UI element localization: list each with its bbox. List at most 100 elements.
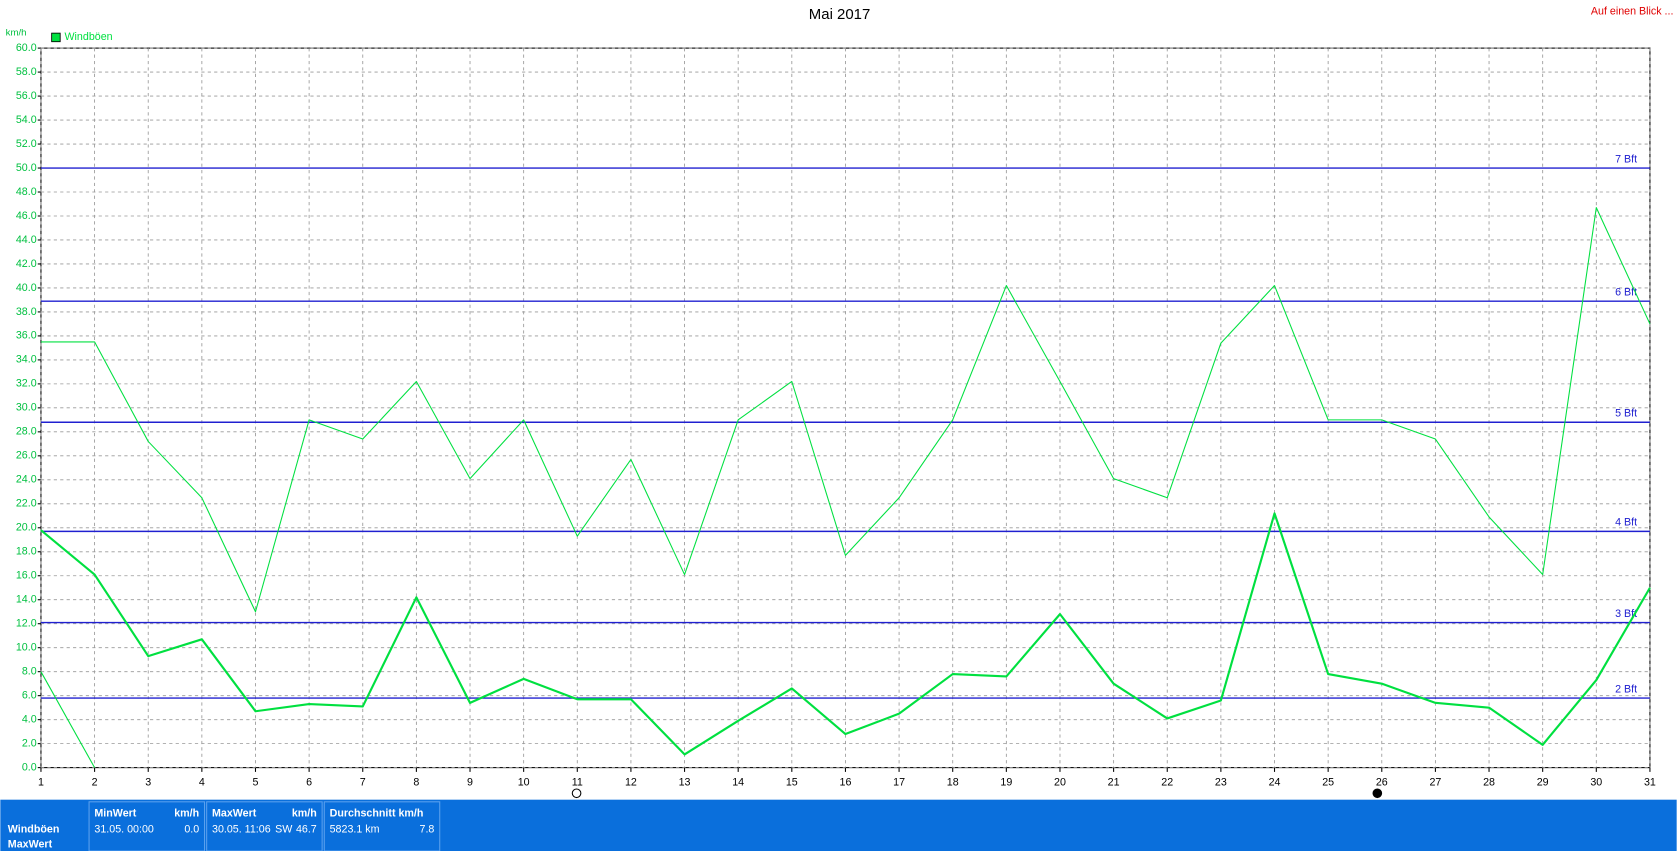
- legend-swatch: [51, 32, 61, 43]
- x-tick-label: 26: [1376, 776, 1388, 788]
- y-tick-label: 40.0: [16, 282, 37, 294]
- x-tick-label: 28: [1483, 776, 1495, 788]
- y-tick-label: 46.0: [16, 210, 37, 222]
- reference-label: 6 Bft: [1615, 286, 1637, 298]
- stats-header: MinWert: [94, 807, 136, 819]
- x-tick-label: 25: [1322, 776, 1334, 788]
- y-tick-label: 38.0: [16, 306, 37, 318]
- chart-title: Mai 2017: [809, 6, 871, 23]
- x-tick-label: 22: [1161, 776, 1173, 788]
- y-axis-label: km/h: [6, 28, 27, 39]
- y-tick-label: 6.0: [22, 689, 37, 701]
- stats-time: 31.05. 00:00: [94, 823, 153, 835]
- x-tick-label: 21: [1108, 776, 1120, 788]
- x-tick-label: 29: [1537, 776, 1549, 788]
- stats-unit: km/h: [174, 807, 199, 819]
- moon-full: [1372, 788, 1383, 799]
- stats-panel: Windböen MaxWert MinWert km/h 31.05. 00:…: [0, 799, 1677, 851]
- x-tick-label: 10: [518, 776, 530, 788]
- y-tick-label: 10.0: [16, 642, 37, 654]
- x-tick-label: 18: [947, 776, 959, 788]
- stats-header: MaxWert: [212, 807, 257, 819]
- x-tick-label: 11: [572, 776, 583, 788]
- reference-label: 7 Bft: [1615, 153, 1637, 165]
- x-tick-label: 6: [306, 776, 312, 788]
- y-tick-label: 52.0: [16, 138, 37, 150]
- y-tick-label: 54.0: [16, 114, 37, 126]
- reference-label: 4 Bft: [1615, 517, 1637, 529]
- y-tick-label: 18.0: [16, 546, 37, 558]
- overview-link[interactable]: Auf einen Blick ...: [1591, 6, 1674, 18]
- y-tick-label: 14.0: [16, 594, 37, 606]
- x-tick-label: 19: [1000, 776, 1012, 788]
- y-tick-label: 30.0: [16, 402, 37, 414]
- y-tick-label: 32.0: [16, 378, 37, 390]
- stats-row-label: Windböen: [8, 823, 60, 835]
- y-tick-label: 56.0: [16, 90, 37, 102]
- x-tick-label: 3: [145, 776, 151, 788]
- x-tick-label: 17: [893, 776, 905, 788]
- y-tick-label: 42.0: [16, 258, 37, 270]
- stats-cell: [206, 801, 323, 851]
- reference-label: 5 Bft: [1615, 408, 1637, 420]
- series-line: [40, 207, 1651, 613]
- y-tick-label: 22.0: [16, 498, 37, 510]
- series-line: [40, 512, 1651, 756]
- grid: 0.0 2.0 4.0 6.0 8.0 10.0 12.0 14.0 16.0 18.0 20.0 2…: [16, 42, 1656, 788]
- x-tick-label: 30: [1590, 776, 1602, 788]
- x-tick-label: 1: [38, 776, 44, 788]
- y-tick-label: 44.0: [16, 234, 37, 246]
- stats-time: 30.05. 11:06: [212, 823, 271, 835]
- x-tick-label: 27: [1429, 776, 1441, 788]
- x-tick-label: 16: [840, 776, 852, 788]
- x-tick-label: 31: [1644, 776, 1656, 788]
- x-tick-label: 15: [786, 776, 798, 788]
- y-tick-label: 34.0: [16, 354, 37, 366]
- y-tick-label: 4.0: [22, 713, 37, 725]
- series-line: [40, 671, 96, 768]
- y-tick-label: 58.0: [16, 66, 37, 78]
- stats-cell: [88, 801, 206, 851]
- stats-unit: km/h: [292, 807, 317, 819]
- x-tick-label: 13: [679, 776, 691, 788]
- x-tick-label: 12: [625, 776, 637, 788]
- x-tick-label: 7: [360, 776, 366, 788]
- y-tick-label: 8.0: [22, 666, 37, 678]
- x-tick-label: 2: [92, 776, 98, 788]
- y-tick-label: 20.0: [16, 522, 37, 534]
- x-tick-label: 24: [1269, 776, 1281, 788]
- y-tick-label: 12.0: [16, 618, 37, 630]
- y-tick-label: 60.0: [16, 42, 37, 54]
- x-tick-label: 4: [199, 776, 205, 788]
- stats-value: 46.7: [296, 823, 317, 835]
- stats-cell: [323, 801, 441, 851]
- y-tick-label: 16.0: [16, 570, 37, 582]
- x-tick-label: 20: [1054, 776, 1066, 788]
- x-tick-label: 14: [732, 776, 744, 788]
- y-tick-label: 50.0: [16, 162, 37, 174]
- x-tick-label: 8: [413, 776, 419, 788]
- stats-distance: 5823.1 km: [330, 823, 380, 835]
- x-tick-label: 9: [467, 776, 473, 788]
- y-tick-label: 48.0: [16, 186, 37, 198]
- x-tick-label: 23: [1215, 776, 1227, 788]
- stats-header: Durchschnitt km/h: [330, 807, 424, 819]
- y-tick-label: 2.0: [22, 737, 37, 749]
- y-tick-label: 28.0: [16, 426, 37, 438]
- plot: 2 Bft 3 Bft 4 Bft 5 Bft 6 Bft 7 Bft Windböen: [40, 31, 1651, 768]
- stats-row-label: MaxWert: [8, 838, 53, 850]
- y-tick-label: 24.0: [16, 474, 37, 486]
- y-tick-label: 26.0: [16, 450, 37, 462]
- moon-new: [571, 788, 582, 799]
- reference-label: 2 Bft: [1615, 683, 1637, 695]
- legend-label: Windböen: [64, 31, 112, 43]
- y-tick-label: 36.0: [16, 330, 37, 342]
- x-tick-label: 5: [253, 776, 259, 788]
- y-tick-label: 0.0: [22, 761, 37, 773]
- stats-value: 7.8: [420, 823, 435, 835]
- stats-direction: SW: [275, 823, 293, 835]
- stats-value: 0.0: [184, 823, 199, 835]
